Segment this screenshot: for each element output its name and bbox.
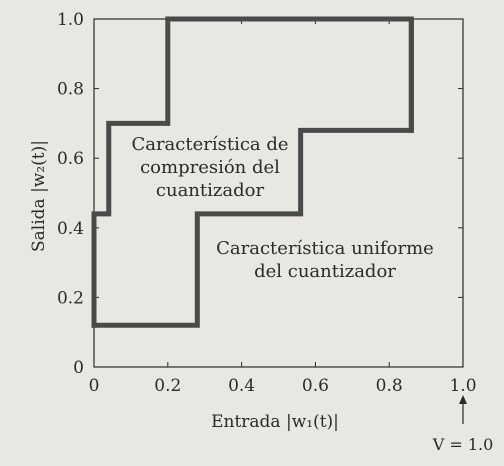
v-arrow-head (459, 395, 467, 404)
compression-line-1: Característica de (131, 134, 288, 155)
y-tick-label: 0.6 (57, 149, 84, 169)
uniform-annotation: Característica uniforme del cuantizador (216, 238, 434, 282)
y-tick-label: 0.8 (57, 80, 84, 100)
y-axis-label: Salida |w₂(t)| (29, 140, 49, 252)
axis-ticks: 0 0.2 0.4 0.6 0.8 1.0 0 0.2 0.4 0.6 0.8 1.0 (57, 10, 477, 396)
x-tick-label: 0.4 (228, 376, 255, 396)
v-label: V = 1.0 (432, 435, 494, 454)
y-tick-label: 0.4 (57, 219, 84, 239)
series-layer (91, 16, 414, 328)
x-tick-label: 0.2 (154, 376, 181, 396)
compression-annotation: Característica de compresión del cuantiz… (131, 134, 288, 201)
v-marker-arrow (459, 395, 467, 424)
x-tick-label: 1.0 (449, 376, 476, 396)
compression-line-3: cuantizador (156, 180, 265, 201)
y-tick-label: 0.2 (57, 288, 84, 308)
x-tick-label: 0.6 (302, 376, 329, 396)
y-tick-label: 1.0 (57, 10, 84, 30)
x-tick-label: 0.8 (376, 376, 403, 396)
y-tick-label: 0 (73, 358, 84, 378)
characteristic-series-1 (91, 16, 414, 328)
characteristic-series-2 (91, 16, 414, 328)
x-tick-label: 0 (89, 376, 100, 396)
uniform-line-1: Característica uniforme (216, 238, 434, 259)
x-axis-label: Entrada |w₁(t)| (211, 412, 339, 432)
uniform-line-2: del cuantizador (254, 261, 396, 282)
compression-line-2: compresión del (140, 157, 280, 178)
